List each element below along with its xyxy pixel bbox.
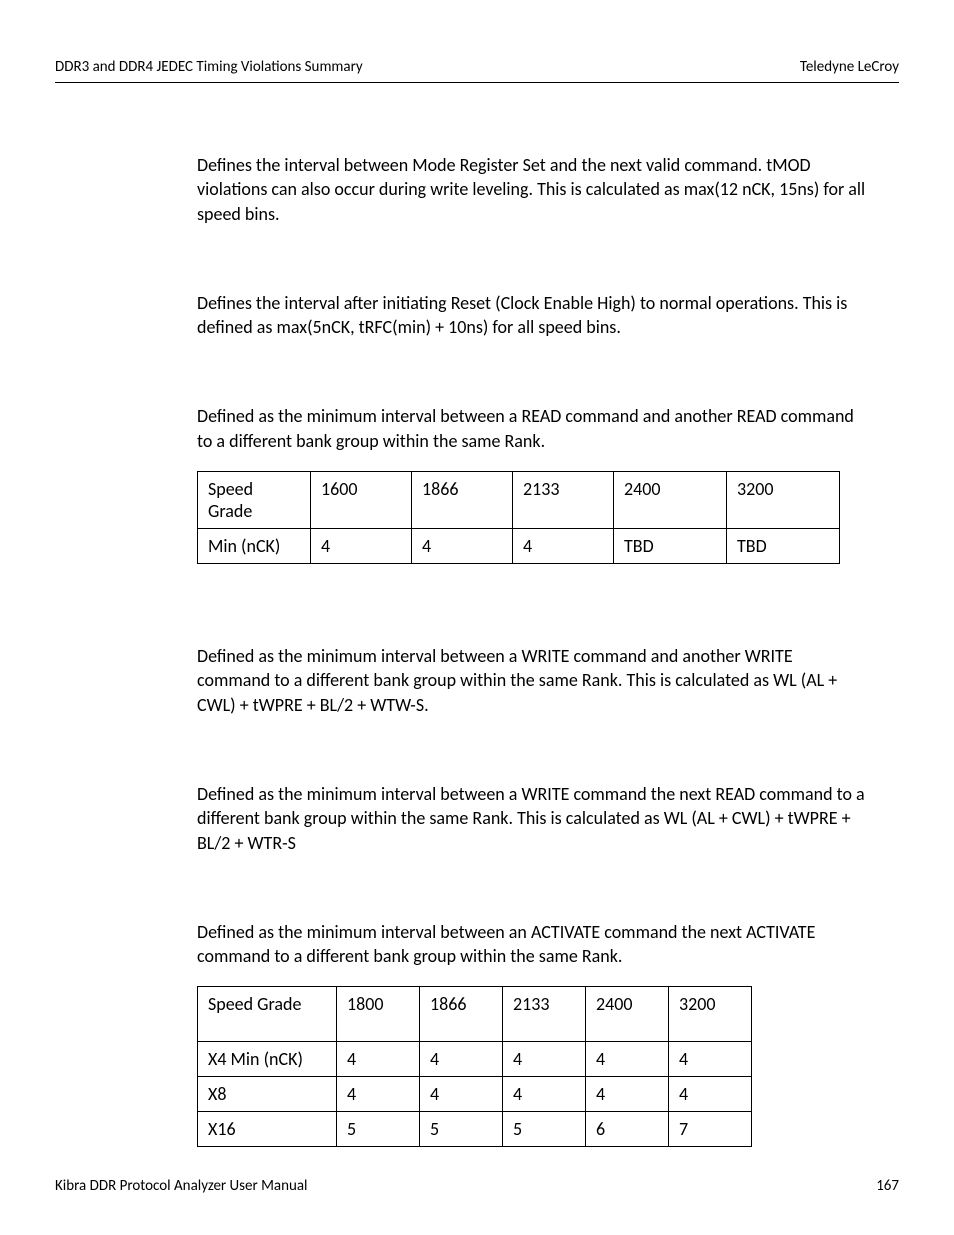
table-cell: 4 (586, 1042, 669, 1077)
table-cell: 1800 (337, 987, 420, 1042)
table-cell: 4 (586, 1077, 669, 1112)
table-cell: 1600 (311, 472, 412, 529)
table-cell: 6 (586, 1112, 669, 1147)
table-activate-to-activate: Speed Grade 1800 1866 2133 2400 3200 X4 … (197, 986, 752, 1147)
table-cell: Min (nCK) (198, 529, 311, 564)
running-header: DDR3 and DDR4 JEDEC Timing Violations Su… (55, 50, 899, 83)
running-header-left: DDR3 and DDR4 JEDEC Timing Violations Su… (55, 58, 363, 76)
content-block: Defines the interval between Mode Regist… (197, 153, 869, 1147)
table-row: X4 Min (nCK) 4 4 4 4 4 (198, 1042, 752, 1077)
table-cell: 2400 (614, 472, 727, 529)
table-row: Speed Grade 1600 1866 2133 2400 3200 (198, 472, 840, 529)
table-cell: X4 Min (nCK) (198, 1042, 337, 1077)
table-cell: 4 (513, 529, 614, 564)
table-cell: 4 (337, 1077, 420, 1112)
running-footer: Kibra DDR Protocol Analyzer User Manual … (55, 1177, 899, 1195)
table-cell: 4 (503, 1042, 586, 1077)
table-cell: 4 (669, 1042, 752, 1077)
para-reset: Defines the interval after initiating Re… (197, 291, 869, 340)
running-header-right: Teledyne LeCroy (800, 58, 899, 76)
table-cell: 4 (669, 1077, 752, 1112)
page: DDR3 and DDR4 JEDEC Timing Violations Su… (0, 0, 954, 1235)
table-cell: 5 (503, 1112, 586, 1147)
table-cell: 1866 (420, 987, 503, 1042)
table-row: Speed Grade 1800 1866 2133 2400 3200 (198, 987, 752, 1042)
table-cell: 2133 (503, 987, 586, 1042)
table-cell: 4 (311, 529, 412, 564)
table-row: X8 4 4 4 4 4 (198, 1077, 752, 1112)
para-activate-to-activate: Defined as the minimum interval between … (197, 920, 869, 969)
table-cell: X16 (198, 1112, 337, 1147)
table-cell: 4 (337, 1042, 420, 1077)
table-cell: 5 (337, 1112, 420, 1147)
table-cell: Speed Grade (198, 472, 311, 529)
table-read-to-read: Speed Grade 1600 1866 2133 2400 3200 Min… (197, 471, 840, 564)
table-cell: 1866 (412, 472, 513, 529)
table-cell: Speed Grade (198, 987, 337, 1042)
table-cell: 3200 (669, 987, 752, 1042)
para-write-to-write: Defined as the minimum interval between … (197, 644, 869, 717)
table-cell: X8 (198, 1077, 337, 1112)
table-cell: 2400 (586, 987, 669, 1042)
table-cell: 4 (412, 529, 513, 564)
table-cell: 4 (503, 1077, 586, 1112)
table-cell: 2133 (513, 472, 614, 529)
table-cell: 4 (420, 1077, 503, 1112)
para-write-to-read: Defined as the minimum interval between … (197, 782, 869, 855)
table-cell: 5 (420, 1112, 503, 1147)
table-row: Min (nCK) 4 4 4 TBD TBD (198, 529, 840, 564)
table-cell: 7 (669, 1112, 752, 1147)
table-cell: TBD (727, 529, 840, 564)
table-cell: TBD (614, 529, 727, 564)
footer-left: Kibra DDR Protocol Analyzer User Manual (55, 1177, 308, 1195)
table-cell: 4 (420, 1042, 503, 1077)
para-read-to-read: Defined as the minimum interval between … (197, 404, 869, 453)
table-cell: 3200 (727, 472, 840, 529)
footer-page-number: 167 (876, 1177, 899, 1195)
para-tmod: Defines the interval between Mode Regist… (197, 153, 869, 226)
table-row: X16 5 5 5 6 7 (198, 1112, 752, 1147)
